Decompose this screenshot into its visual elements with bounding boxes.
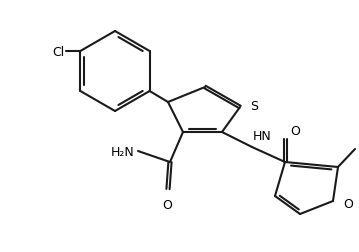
Text: S: S (250, 99, 258, 112)
Text: O: O (290, 124, 300, 137)
Text: HN: HN (253, 130, 272, 142)
Text: Cl: Cl (52, 45, 64, 58)
Text: O: O (343, 198, 353, 211)
Text: H₂N: H₂N (111, 145, 135, 158)
Text: O: O (162, 198, 172, 211)
